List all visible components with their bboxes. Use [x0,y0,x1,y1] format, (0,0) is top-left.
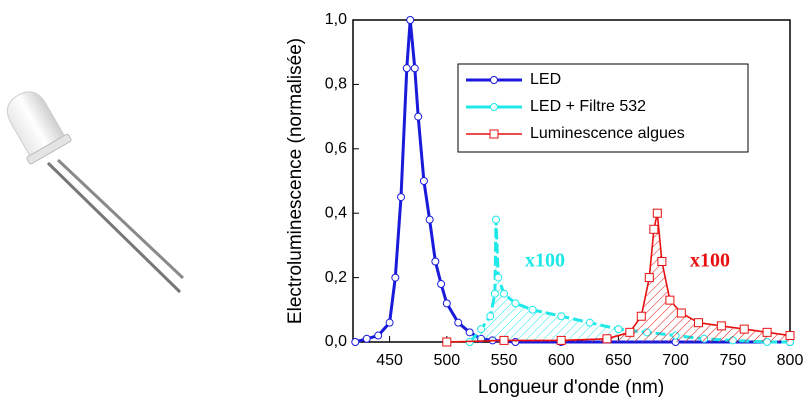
data-point [351,338,360,346]
data-point [739,324,749,334]
y-tick-label: 0,4 [325,204,347,221]
data-point [499,335,509,345]
legend-marker [489,129,499,139]
data-point [585,318,594,327]
data-point [649,224,659,234]
data-point [693,318,703,328]
data-point [636,311,646,321]
x-axis-title: Longueur d'onde (nm) [478,377,664,398]
data-point [431,257,440,266]
annotation: x100 [525,250,565,272]
data-point [486,312,495,321]
x-tick-label: 800 [777,352,804,369]
data-point [491,215,500,224]
data-point [414,112,423,121]
data-point [556,335,566,345]
data-point [602,334,612,344]
data-point [374,331,383,340]
data-point [391,273,400,282]
y-tick-label: 1,0 [325,11,347,28]
hatched-area [469,219,790,342]
data-point [614,325,623,334]
data-point [477,325,486,334]
data-point [442,299,451,308]
data-point [442,337,452,347]
y-axis-title: Electroluminescence (normalisée) [285,38,306,324]
plot: 450 500 550 600 650 700 750 800 0,0 0,2 0,4 0,6 0,8 1… [325,11,804,369]
legend-marker [490,103,498,111]
data-point [657,257,667,266]
x-tick-label: 500 [433,352,460,369]
y-tick-label: 0,8 [325,76,347,93]
data-point [652,208,662,218]
x-tick-label: 450 [376,352,403,369]
legend-label: LED + Filtre 532 [530,98,646,115]
data-point [716,321,726,331]
annotation: x100 [690,250,730,272]
data-point [625,327,635,337]
y-tick-label: 0,6 [325,140,347,157]
legend-label: LED [530,71,561,88]
data-point [362,334,371,343]
data-point [465,328,474,337]
data-point [397,193,406,202]
data-point [762,327,772,337]
data-point [528,305,537,314]
y-tick-label: 0,2 [325,269,347,286]
data-point [665,295,675,305]
legend-label: Luminescence algues [530,125,685,142]
data-point [557,312,566,321]
data-point [490,289,499,298]
data-point [437,280,446,289]
data-point [785,331,795,341]
led-photo [6,91,185,294]
x-tick-label: 750 [719,352,746,369]
x-tick-label: 600 [548,352,575,369]
data-point [425,215,434,224]
data-point [500,289,509,298]
data-point [419,177,428,185]
data-point [494,273,503,282]
x-tick-label: 700 [662,352,689,369]
data-point [676,308,686,318]
data-point [410,64,419,73]
data-point [402,64,411,73]
y-tick-label: 0,0 [325,333,347,350]
x-tick-label: 650 [605,352,632,369]
x-tick-label: 550 [491,352,518,369]
data-point [644,273,654,283]
series-line [468,218,790,344]
data-point [385,318,394,327]
legend-items: LED LED + Filtre 532 Luminescence algues [466,71,685,142]
legend-marker [490,76,498,84]
data-point [454,318,463,327]
data-point [406,16,415,24]
data-point [511,299,520,308]
